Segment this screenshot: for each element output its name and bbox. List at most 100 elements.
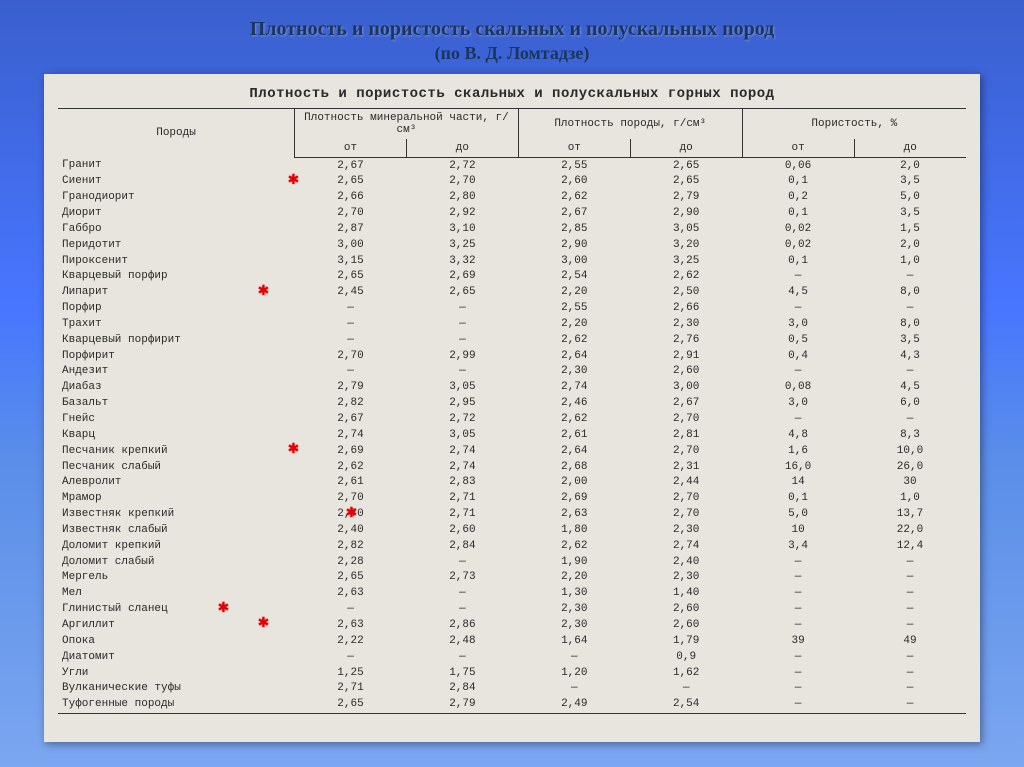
rock-name: Алевролит bbox=[58, 475, 295, 491]
cell-value: — bbox=[295, 301, 407, 317]
cell-value: 2,70 bbox=[295, 491, 407, 507]
cell-value: 2,0 bbox=[854, 237, 966, 253]
cell-value: 2,99 bbox=[406, 348, 518, 364]
cell-value: 0,02 bbox=[742, 237, 854, 253]
cell-value: 2,65 bbox=[295, 269, 407, 285]
cell-value: 3,05 bbox=[406, 380, 518, 396]
table-row: Мел2,63—1,301,40—— bbox=[58, 586, 966, 602]
cell-value: 2,66 bbox=[630, 301, 742, 317]
slide-title: Плотность и пористость скальных и полуск… bbox=[0, 0, 1024, 43]
cell-value: 2,70 bbox=[630, 412, 742, 428]
rock-name: Пироксенит bbox=[58, 253, 295, 269]
cell-value: 1,20 bbox=[518, 665, 630, 681]
table-row: Липарит✱2,452,652,202,504,58,0 bbox=[58, 285, 966, 301]
cell-value: 2,74 bbox=[630, 538, 742, 554]
cell-value: 1,25 bbox=[295, 665, 407, 681]
rock-name: Базальт bbox=[58, 396, 295, 412]
cell-value: 2,90 bbox=[630, 206, 742, 222]
table-row: Гнейс2,672,722,622,70—— bbox=[58, 412, 966, 428]
cell-value: 14 bbox=[742, 475, 854, 491]
cell-value: 2,64 bbox=[518, 443, 630, 459]
table-row: Диорит2,702,922,672,900,13,5 bbox=[58, 206, 966, 222]
rock-name: Угли bbox=[58, 665, 295, 681]
table-row: Песчаник слабый2,622,742,682,3116,026,0 bbox=[58, 459, 966, 475]
cell-value: 2,70 bbox=[630, 507, 742, 523]
cell-value: 2,62 bbox=[630, 269, 742, 285]
cell-value: 3,25 bbox=[406, 237, 518, 253]
rock-name: Порфирит bbox=[58, 348, 295, 364]
h-from: от bbox=[742, 139, 854, 158]
cell-value: 2,54 bbox=[518, 269, 630, 285]
cell-value: 2,63 bbox=[295, 617, 407, 633]
rock-name: Мрамор bbox=[58, 491, 295, 507]
rock-name: Гнейс bbox=[58, 412, 295, 428]
cell-value: 2,66 bbox=[295, 190, 407, 206]
cell-value: 12,4 bbox=[854, 538, 966, 554]
cell-value: 5,0 bbox=[854, 190, 966, 206]
table-row: Кварцевый порфирит——2,622,760,53,5 bbox=[58, 332, 966, 348]
cell-value: — bbox=[854, 301, 966, 317]
table-row: Алевролит2,612,832,002,441430 bbox=[58, 475, 966, 491]
cell-value: — bbox=[854, 586, 966, 602]
table-row: Известняк крепкий✱2,702,712,632,705,013,… bbox=[58, 507, 966, 523]
cell-value: 2,00 bbox=[518, 475, 630, 491]
cell-value: 2,62 bbox=[518, 538, 630, 554]
cell-value: — bbox=[854, 681, 966, 697]
slide-subtitle: (по В. Д. Ломтадзе) bbox=[0, 43, 1024, 74]
cell-value: — bbox=[854, 269, 966, 285]
cell-value: — bbox=[295, 602, 407, 618]
cell-value: 2,65 bbox=[630, 174, 742, 190]
cell-value: — bbox=[406, 602, 518, 618]
highlight-marker-icon: ✱ bbox=[258, 286, 269, 296]
cell-value: 2,72 bbox=[406, 412, 518, 428]
cell-value: 0,06 bbox=[742, 158, 854, 174]
cell-value: 2,48 bbox=[406, 633, 518, 649]
cell-value: 2,70 bbox=[630, 491, 742, 507]
table-row: Угли1,251,751,201,62—— bbox=[58, 665, 966, 681]
cell-value: 2,79 bbox=[630, 190, 742, 206]
table-row: Сиенит✱2,652,702,602,650,13,5 bbox=[58, 174, 966, 190]
table-row: Доломит слабый2,28—1,902,40—— bbox=[58, 554, 966, 570]
table-row: Диабаз2,793,052,743,000,084,5 bbox=[58, 380, 966, 396]
cell-value: 2,30 bbox=[518, 602, 630, 618]
cell-value: 2,84 bbox=[406, 681, 518, 697]
scan-title: Плотность и пористость скальных и полуск… bbox=[58, 82, 966, 108]
scanned-table-container: Плотность и пористость скальных и полуск… bbox=[44, 74, 980, 742]
col-porosity: Пористость, % bbox=[742, 109, 966, 140]
cell-value: 0,5 bbox=[742, 332, 854, 348]
cell-value: 2,70 bbox=[630, 443, 742, 459]
cell-value: 2,62 bbox=[518, 190, 630, 206]
highlight-marker-icon: ✱ bbox=[218, 603, 229, 613]
cell-value: 2,60 bbox=[406, 522, 518, 538]
h-from: от bbox=[518, 139, 630, 158]
cell-value: — bbox=[630, 681, 742, 697]
cell-value: 0,4 bbox=[742, 348, 854, 364]
rock-name: Вулканические туфы bbox=[58, 681, 295, 697]
cell-value: 2,85 bbox=[518, 221, 630, 237]
cell-value: — bbox=[406, 332, 518, 348]
rock-density-table: Породы Плотность минеральной части, г/см… bbox=[58, 108, 966, 714]
table-row: Доломит крепкий2,822,842,622,743,412,4 bbox=[58, 538, 966, 554]
cell-value: — bbox=[742, 681, 854, 697]
cell-value: 2,67 bbox=[518, 206, 630, 222]
cell-value: 2,30 bbox=[630, 316, 742, 332]
h-to: до bbox=[406, 139, 518, 158]
cell-value: — bbox=[295, 332, 407, 348]
rock-name: Песчаник крепкий✱ bbox=[58, 443, 295, 459]
cell-value: 3,00 bbox=[295, 237, 407, 253]
cell-value: 4,5 bbox=[854, 380, 966, 396]
cell-value: — bbox=[295, 316, 407, 332]
cell-value: 2,84 bbox=[406, 538, 518, 554]
cell-value: — bbox=[406, 554, 518, 570]
cell-value: 2,0 bbox=[854, 158, 966, 174]
rock-name: Известняк крепкий✱ bbox=[58, 507, 295, 523]
cell-value: 2,82 bbox=[295, 538, 407, 554]
cell-value: — bbox=[854, 602, 966, 618]
cell-value: 0,02 bbox=[742, 221, 854, 237]
rock-name: Диатомит bbox=[58, 649, 295, 665]
cell-value: 1,30 bbox=[518, 586, 630, 602]
cell-value: 2,67 bbox=[630, 396, 742, 412]
cell-value: 2,40 bbox=[295, 522, 407, 538]
cell-value: 3,00 bbox=[630, 380, 742, 396]
cell-value: 3,05 bbox=[406, 427, 518, 443]
